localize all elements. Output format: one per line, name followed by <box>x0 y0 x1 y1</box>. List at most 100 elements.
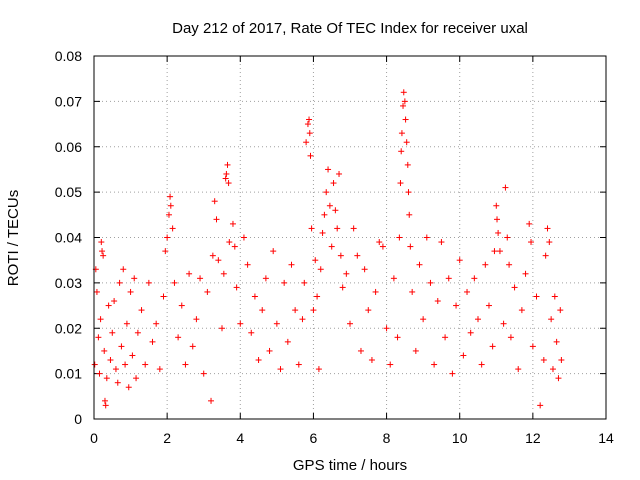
data-point <box>400 89 407 96</box>
data-point <box>548 316 555 323</box>
data-point <box>182 361 189 368</box>
data-point <box>129 352 136 359</box>
data-point <box>431 361 438 368</box>
data-point <box>434 298 441 305</box>
data-point <box>475 316 481 323</box>
data-point <box>398 148 405 155</box>
data-point <box>506 261 513 268</box>
data-point <box>162 248 169 255</box>
data-point <box>558 357 565 364</box>
data-point <box>403 139 410 146</box>
data-point <box>123 320 130 327</box>
data-point <box>396 234 403 241</box>
data-point <box>127 288 134 295</box>
data-point <box>555 375 562 382</box>
y-tick-labels: 0 0.01 0.02 0.03 0.04 0.05 0.06 0.07 0.08 <box>55 48 82 427</box>
data-point <box>105 302 112 309</box>
data-point <box>518 307 525 314</box>
data-point <box>233 284 240 291</box>
data-point <box>368 357 375 364</box>
data-point <box>164 234 171 241</box>
data-point <box>540 357 547 364</box>
data-point <box>467 329 474 336</box>
data-point <box>307 152 314 159</box>
y-tick-label: 0.08 <box>55 48 82 64</box>
data-point <box>95 334 102 341</box>
data-point <box>361 266 368 273</box>
data-point <box>319 229 326 236</box>
y-tick-label: 0.03 <box>55 275 82 291</box>
x-tick-label: 0 <box>90 430 98 446</box>
data-point <box>496 248 503 255</box>
data-point <box>478 361 485 368</box>
data-point <box>171 279 178 286</box>
data-point <box>390 275 397 282</box>
data-point <box>544 225 551 232</box>
data-point <box>537 402 544 409</box>
data-point <box>464 288 471 295</box>
y-tick-label: 0.07 <box>55 93 82 109</box>
data-point <box>281 279 288 286</box>
data-point <box>240 234 247 241</box>
data-point <box>220 270 227 277</box>
x-tick-label: 8 <box>383 430 391 446</box>
data-point <box>328 243 335 250</box>
data-point <box>557 307 564 314</box>
data-point <box>332 207 339 214</box>
data-point <box>103 375 110 382</box>
plot-frame <box>93 55 607 420</box>
data-point <box>314 293 321 300</box>
data-point <box>347 320 353 327</box>
data-point <box>406 211 413 218</box>
data-point <box>193 316 200 323</box>
data-point <box>116 279 123 286</box>
data-markers <box>91 89 565 409</box>
data-point <box>226 239 233 246</box>
data-point <box>167 202 174 209</box>
data-point <box>284 338 291 345</box>
data-point <box>299 316 306 323</box>
data-point <box>407 243 414 250</box>
data-point <box>101 397 108 404</box>
data-point <box>208 397 215 404</box>
x-tick-label: 10 <box>452 430 468 446</box>
data-point <box>308 225 315 232</box>
data-point <box>251 293 258 300</box>
data-point <box>495 229 502 236</box>
x-axis-title: GPS time / hours <box>293 457 407 474</box>
data-point <box>213 216 220 223</box>
data-point <box>292 307 299 314</box>
data-point <box>153 320 160 327</box>
data-point <box>551 293 558 300</box>
data-point <box>97 316 104 323</box>
y-tick-label: 0.02 <box>55 320 82 336</box>
data-point <box>118 343 125 350</box>
data-point <box>200 370 207 377</box>
data-point <box>460 352 467 359</box>
data-point <box>533 293 540 300</box>
data-point <box>125 384 132 391</box>
data-point <box>133 375 140 382</box>
data-point <box>409 288 416 295</box>
data-point <box>379 243 386 250</box>
data-point <box>337 252 344 259</box>
data-point <box>442 334 449 341</box>
data-point <box>295 361 302 368</box>
data-point <box>445 275 452 282</box>
data-point <box>288 261 295 268</box>
data-point <box>96 370 103 377</box>
data-point <box>321 211 328 218</box>
data-point <box>145 279 152 286</box>
data-point <box>412 347 419 354</box>
data-point <box>325 166 332 173</box>
data-point <box>323 189 330 196</box>
data-point <box>456 257 463 264</box>
data-point <box>453 302 460 309</box>
data-point <box>231 243 238 250</box>
data-point <box>270 248 277 255</box>
data-point <box>482 261 489 268</box>
data-point <box>225 180 232 187</box>
data-point <box>438 239 445 246</box>
data-point <box>502 184 509 191</box>
data-point <box>266 347 273 354</box>
